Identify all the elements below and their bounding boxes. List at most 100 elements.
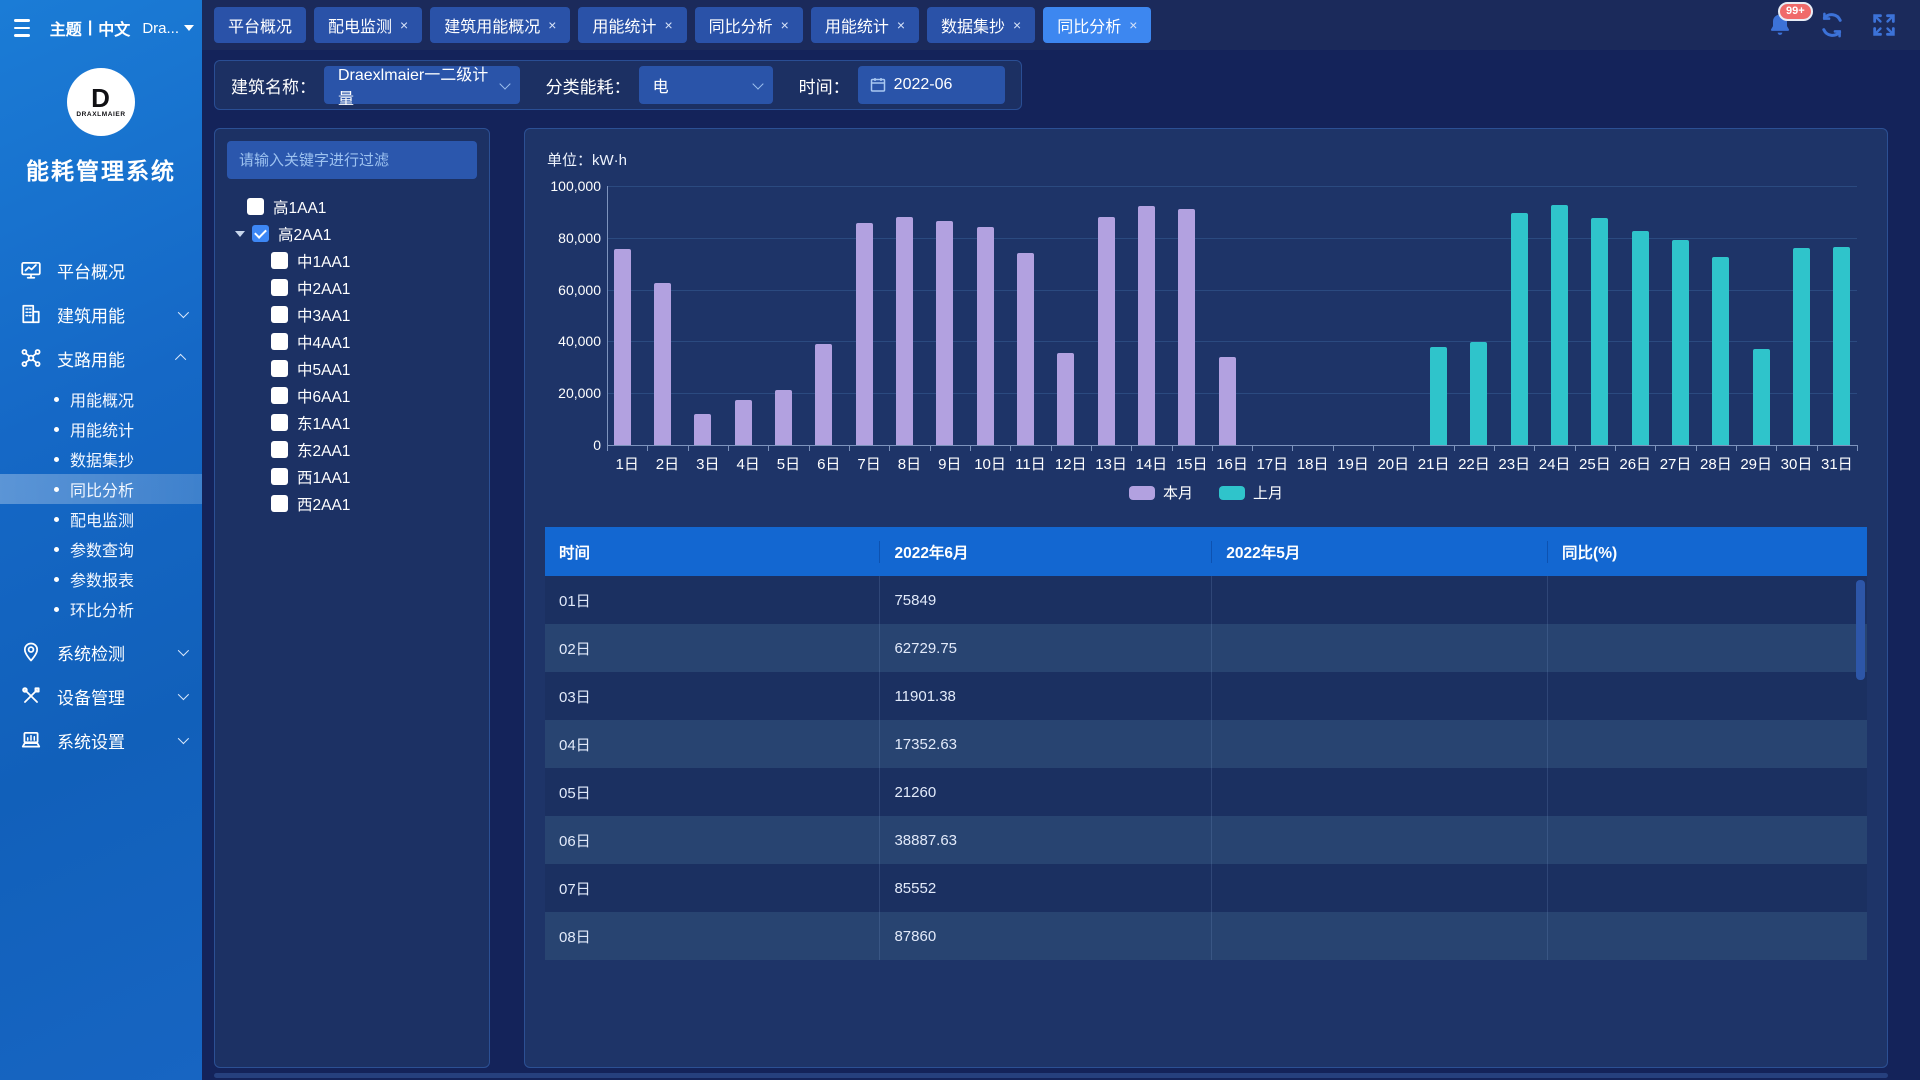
building-select[interactable]: Draexlmaier一二级计量	[324, 66, 520, 104]
tree-node-中6AA1[interactable]: 中6AA1	[227, 382, 477, 409]
tab-close-icon[interactable]: ×	[548, 18, 556, 32]
x-axis-category-label: 29日	[1740, 453, 1772, 474]
checkbox-unchecked[interactable]	[247, 198, 264, 215]
tab-数据集抄[interactable]: 数据集抄 ×	[927, 7, 1035, 43]
sidebar-item-设备管理[interactable]: 设备管理	[0, 674, 202, 718]
submenu-item-用能统计[interactable]: 用能统计	[0, 414, 202, 444]
submenu-item-label: 参数查询	[70, 537, 134, 561]
legend-item-本月[interactable]: 本月	[1129, 482, 1193, 503]
topbar-divider: |	[88, 19, 92, 37]
tree-node-西2AA1[interactable]: 西2AA1	[227, 490, 477, 517]
checkbox-unchecked[interactable]	[271, 360, 288, 377]
x-axis-category-label: 20日	[1377, 453, 1409, 474]
tab-close-icon[interactable]: ×	[664, 18, 672, 32]
refresh-icon[interactable]	[1818, 11, 1846, 39]
sidebar-item-系统检测[interactable]: 系统检测	[0, 630, 202, 674]
submenu-item-label: 数据集抄	[70, 447, 134, 471]
sidebar-item-支路用能[interactable]: 支路用能	[0, 336, 202, 380]
time-filter-label: 时间：	[799, 73, 850, 98]
sidebar-item-建筑用能[interactable]: 建筑用能	[0, 292, 202, 336]
tab-配电监测[interactable]: 配电监测 ×	[314, 7, 422, 43]
tree-expand-caret-icon[interactable]	[235, 231, 245, 237]
submenu-item-环比分析[interactable]: 环比分析	[0, 594, 202, 624]
tree-node-西1AA1[interactable]: 西1AA1	[227, 463, 477, 490]
chevron-up-icon	[175, 354, 186, 365]
chart-bar-上月-22日	[1470, 342, 1487, 445]
checkbox-unchecked[interactable]	[271, 468, 288, 485]
submenu-item-参数报表[interactable]: 参数报表	[0, 564, 202, 594]
table-cell: 75849	[879, 576, 1211, 624]
tree-node-高2AA1[interactable]: 高2AA1	[227, 220, 477, 247]
tree-node-label: 西1AA1	[297, 466, 350, 488]
tab-同比分析[interactable]: 同比分析×	[695, 7, 803, 43]
meter-tree-panel: 高1AA1高2AA1中1AA1中2AA1中3AA1中4AA1中5AA1中6AA1…	[214, 128, 490, 1068]
tree-node-中3AA1[interactable]: 中3AA1	[227, 301, 477, 328]
legend-item-上月[interactable]: 上月	[1219, 482, 1283, 503]
tab-同比分析[interactable]: 同比分析×	[1043, 7, 1151, 43]
x-axis-tick	[1051, 445, 1052, 451]
energy-category-select[interactable]: 电	[639, 66, 773, 104]
sidebar-item-平台概况[interactable]: 平台概况	[0, 248, 202, 292]
table-cell: 06日	[545, 816, 879, 864]
checkbox-unchecked[interactable]	[271, 495, 288, 512]
tree-node-中4AA1[interactable]: 中4AA1	[227, 328, 477, 355]
checkbox-checked[interactable]	[252, 225, 269, 242]
fullscreen-icon[interactable]	[1870, 11, 1898, 39]
checkbox-unchecked[interactable]	[271, 387, 288, 404]
checkbox-unchecked[interactable]	[271, 333, 288, 350]
tab-close-icon[interactable]: ×	[781, 18, 789, 32]
submenu-item-数据集抄[interactable]: 数据集抄	[0, 444, 202, 474]
chart-gridline	[607, 238, 1857, 239]
tab-close-icon[interactable]: ×	[1129, 18, 1137, 32]
tree-node-中2AA1[interactable]: 中2AA1	[227, 274, 477, 301]
horizontal-scrollbar[interactable]	[214, 1073, 1888, 1078]
x-axis-category-label: 11日	[1015, 453, 1046, 474]
checkbox-unchecked[interactable]	[271, 414, 288, 431]
checkbox-unchecked[interactable]	[271, 252, 288, 269]
logo-letter: D	[91, 86, 111, 110]
checkbox-unchecked[interactable]	[271, 441, 288, 458]
tab-建筑用能概况[interactable]: 建筑用能概况×	[430, 7, 570, 43]
table-row-03日: 03日11901.38	[545, 672, 1867, 720]
table-cell: 62729.75	[879, 624, 1211, 672]
checkbox-unchecked[interactable]	[271, 279, 288, 296]
x-axis-category-label: 3日	[696, 453, 719, 474]
submenu-item-配电监测[interactable]: 配电监测	[0, 504, 202, 534]
language-switcher[interactable]: 中文	[98, 16, 130, 40]
tree-search-input[interactable]	[227, 141, 477, 179]
tree-node-中1AA1[interactable]: 中1AA1	[227, 247, 477, 274]
bullet-icon	[54, 487, 59, 492]
tab-label: 配电监测	[328, 13, 392, 37]
submenu-item-同比分析[interactable]: 同比分析	[0, 474, 202, 504]
tab-label: 数据集抄	[941, 13, 1005, 37]
chart-unit-label: 单位：kW·h	[547, 149, 1867, 170]
tab-用能统计[interactable]: 用能统计×	[811, 7, 919, 43]
table-vertical-scrollbar[interactable]	[1856, 580, 1865, 680]
x-axis-category-label: 8日	[898, 453, 921, 474]
tree-node-东2AA1[interactable]: 东2AA1	[227, 436, 477, 463]
chart-bar-本月-4日	[735, 400, 752, 445]
tab-平台概况[interactable]: 平台概况	[214, 7, 306, 43]
tab-用能统计[interactable]: 用能统计×	[578, 7, 686, 43]
sidebar-item-系统设置[interactable]: 系统设置	[0, 718, 202, 762]
theme-switcher[interactable]: 主题	[50, 16, 82, 40]
tree-node-东1AA1[interactable]: 东1AA1	[227, 409, 477, 436]
bullet-icon	[54, 577, 59, 582]
company-logo: D DRAXLMAIER	[67, 68, 135, 136]
energy-management-app: 主题 | 中文 Dra... D DRAXLMAIER 能耗管理系统 平台概况建…	[0, 0, 1920, 1080]
x-axis-category-label: 4日	[736, 453, 759, 474]
x-axis-tick	[930, 445, 931, 451]
hamburger-menu-icon[interactable]	[14, 19, 30, 37]
chart-gridline	[607, 290, 1857, 291]
submenu-item-用能概况[interactable]: 用能概况	[0, 384, 202, 414]
notifications-bell-icon[interactable]: 99+	[1766, 11, 1794, 39]
tree-node-中5AA1[interactable]: 中5AA1	[227, 355, 477, 382]
checkbox-unchecked[interactable]	[271, 306, 288, 323]
month-picker[interactable]: 2022-06	[858, 66, 1005, 104]
tab-close-icon[interactable]: ×	[1013, 18, 1021, 32]
tab-close-icon[interactable]: ×	[897, 18, 905, 32]
tab-close-icon[interactable]: ×	[400, 18, 408, 32]
submenu-item-参数查询[interactable]: 参数查询	[0, 534, 202, 564]
tree-node-高1AA1[interactable]: 高1AA1	[227, 193, 477, 220]
project-selector[interactable]: Dra...	[142, 20, 194, 37]
